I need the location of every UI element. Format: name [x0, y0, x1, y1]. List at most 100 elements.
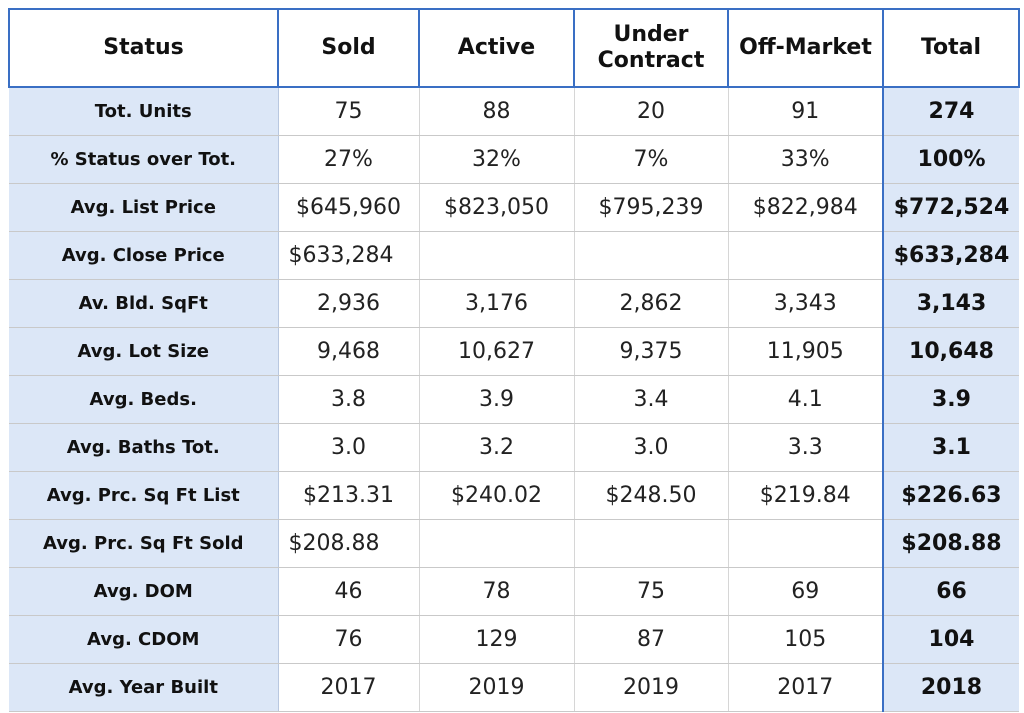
- value-cell: 11,905: [728, 327, 884, 376]
- total-cell: $226.63: [882, 471, 1019, 520]
- value-cell: $823,050: [419, 183, 575, 232]
- value-cell: 129: [419, 615, 575, 664]
- value-cell: $240.02: [419, 471, 575, 520]
- value-cell: 75: [574, 567, 729, 616]
- table-row: Avg. Year Built 2017 2019 2019 2017 2018: [9, 663, 1019, 712]
- value-cell: [574, 519, 729, 568]
- value-cell: 3.0: [278, 423, 420, 472]
- value-cell: $822,984: [728, 183, 884, 232]
- value-cell: [728, 231, 884, 280]
- value-cell: 32%: [419, 135, 575, 184]
- row-label: Tot. Units: [9, 87, 279, 136]
- table-row: Avg. CDOM 76 129 87 105 104: [9, 615, 1019, 664]
- value-cell: 78: [419, 567, 575, 616]
- total-cell: 2018: [882, 663, 1019, 712]
- value-cell: $795,239: [574, 183, 729, 232]
- total-cell: 3.9: [882, 375, 1019, 424]
- row-label: % Status over Tot.: [9, 135, 279, 184]
- table-row: Avg. List Price $645,960 $823,050 $795,239 $…: [9, 183, 1019, 232]
- value-cell: 75: [278, 87, 420, 136]
- header-cell: Active: [418, 8, 575, 88]
- value-cell: 4.1: [728, 375, 884, 424]
- total-cell: 3,143: [882, 279, 1019, 328]
- value-cell: 2,936: [278, 279, 420, 328]
- row-label: Avg. Lot Size: [9, 327, 279, 376]
- value-cell: 10,627: [419, 327, 575, 376]
- row-label: Avg. DOM: [9, 567, 279, 616]
- value-cell: 46: [278, 567, 420, 616]
- value-cell: 3,176: [419, 279, 575, 328]
- table-row: Tot. Units 75 88 20 91 274: [9, 87, 1019, 136]
- row-label: Avg. Prc. Sq Ft List: [9, 471, 279, 520]
- total-cell: $633,284: [882, 231, 1019, 280]
- value-cell: $645,960: [278, 183, 420, 232]
- value-cell: [728, 519, 884, 568]
- total-cell: 10,648: [882, 327, 1019, 376]
- header-cell: Sold: [277, 8, 420, 88]
- value-cell: 33%: [728, 135, 884, 184]
- header-cell: Status: [8, 8, 279, 88]
- total-cell: 3.1: [882, 423, 1019, 472]
- table-row: % Status over Tot. 27% 32% 7% 33% 100%: [9, 135, 1019, 184]
- table-row: Avg. Prc. Sq Ft Sold $208.88 $208.88: [9, 519, 1019, 568]
- value-cell: 105: [728, 615, 884, 664]
- value-cell: 3.3: [728, 423, 884, 472]
- table-row: Av. Bld. SqFt 2,936 3,176 2,862 3,343 3,143: [9, 279, 1019, 328]
- value-cell: 87: [574, 615, 729, 664]
- value-cell: 7%: [574, 135, 729, 184]
- status-table: Status Sold Active Under Contract Off-Market…: [8, 8, 1020, 712]
- value-cell: [419, 519, 575, 568]
- value-cell: 88: [419, 87, 575, 136]
- value-cell: 3.9: [419, 375, 575, 424]
- value-cell: $219.84: [728, 471, 884, 520]
- row-label: Avg. Close Price: [9, 231, 279, 280]
- value-cell: 2019: [419, 663, 575, 712]
- total-cell: 274: [882, 87, 1019, 136]
- row-label: Avg. Beds.: [9, 375, 279, 424]
- value-cell: 2019: [574, 663, 729, 712]
- table-row: Avg. Prc. Sq Ft List $213.31 $240.02 $248.5…: [9, 471, 1019, 520]
- row-label: Avg. CDOM: [9, 615, 279, 664]
- value-cell: [574, 231, 729, 280]
- value-cell: 3.4: [574, 375, 729, 424]
- value-cell: 2017: [278, 663, 420, 712]
- table-row: Avg. Beds. 3.8 3.9 3.4 4.1 3.9: [9, 375, 1019, 424]
- header-cell: Off-Market: [727, 8, 884, 88]
- row-label: Avg. List Price: [9, 183, 279, 232]
- value-cell: 27%: [278, 135, 420, 184]
- table-row: Avg. Lot Size 9,468 10,627 9,375 11,905 10,64…: [9, 327, 1019, 376]
- total-cell: 66: [882, 567, 1019, 616]
- value-cell: 3.8: [278, 375, 420, 424]
- value-cell: $208.88: [278, 519, 420, 568]
- row-label: Av. Bld. SqFt: [9, 279, 279, 328]
- table-body: Tot. Units 75 88 20 91 274% Status over Tot. 2…: [9, 87, 1019, 712]
- row-label: Avg. Year Built: [9, 663, 279, 712]
- header-cell: Under Contract: [573, 8, 729, 88]
- value-cell: 69: [728, 567, 884, 616]
- value-cell: 3.0: [574, 423, 729, 472]
- total-cell: $208.88: [882, 519, 1019, 568]
- value-cell: $213.31: [278, 471, 420, 520]
- row-label: Avg. Prc. Sq Ft Sold: [9, 519, 279, 568]
- total-cell: 104: [882, 615, 1019, 664]
- value-cell: [419, 231, 575, 280]
- header-row: Status Sold Active Under Contract Off-Market…: [8, 8, 1020, 88]
- value-cell: 91: [728, 87, 884, 136]
- value-cell: 2,862: [574, 279, 729, 328]
- value-cell: 2017: [728, 663, 884, 712]
- value-cell: $633,284: [278, 231, 420, 280]
- table-row: Avg. Close Price $633,284 $633,284: [9, 231, 1019, 280]
- row-label: Avg. Baths Tot.: [9, 423, 279, 472]
- total-cell: 100%: [882, 135, 1019, 184]
- value-cell: 3.2: [419, 423, 575, 472]
- value-cell: 20: [574, 87, 729, 136]
- value-cell: 76: [278, 615, 420, 664]
- table-header: Status Sold Active Under Contract Off-Market…: [8, 8, 1020, 88]
- total-cell: $772,524: [882, 183, 1019, 232]
- table-row: Avg. DOM 46 78 75 69 66: [9, 567, 1019, 616]
- table-row: Avg. Baths Tot. 3.0 3.2 3.0 3.3 3.1: [9, 423, 1019, 472]
- value-cell: 9,375: [574, 327, 729, 376]
- value-cell: 3,343: [728, 279, 884, 328]
- value-cell: $248.50: [574, 471, 729, 520]
